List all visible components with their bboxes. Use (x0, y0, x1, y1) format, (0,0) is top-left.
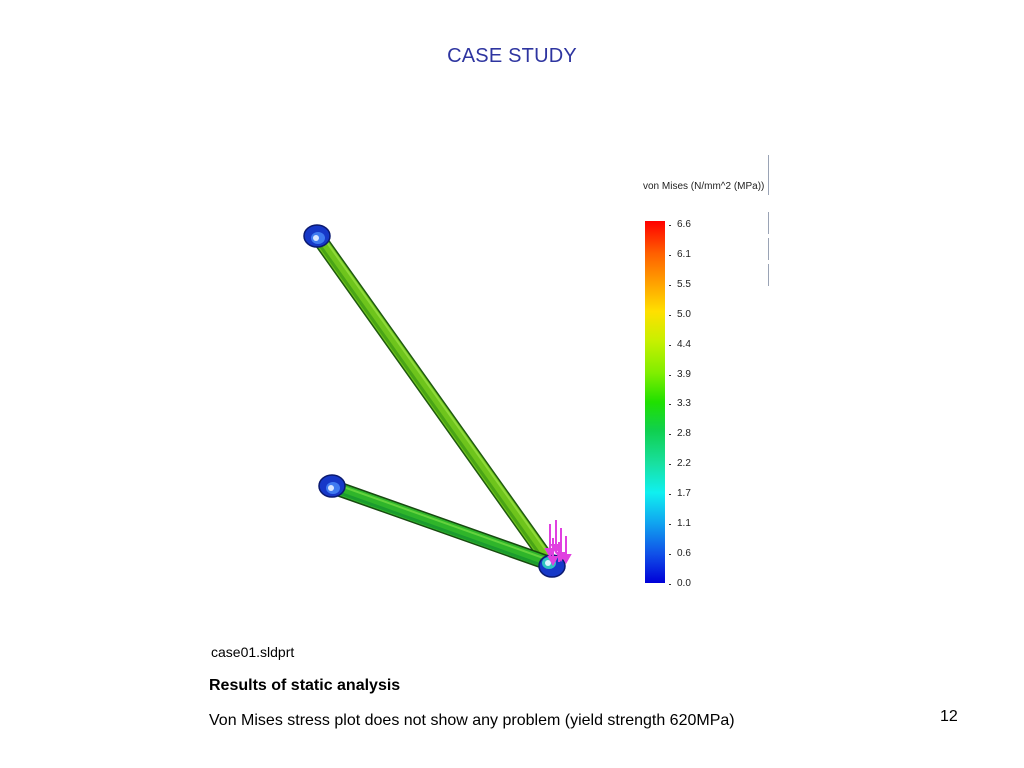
legend-tick (669, 554, 671, 555)
legend-tick (669, 584, 671, 585)
long-link (310, 229, 558, 571)
legend-tick-label: 1.7 (677, 488, 691, 499)
legend-tick-label: 2.2 (677, 458, 691, 469)
legend-tick (669, 255, 671, 256)
legend-tick-label: 0.6 (677, 548, 691, 559)
legend-tick-label: 0.0 (677, 578, 691, 589)
legend-tick (669, 345, 671, 346)
legend-tick-label: 6.1 (677, 249, 691, 260)
short-link (325, 479, 556, 571)
page-number: 12 (940, 708, 958, 725)
file-name: case01.sldprt (211, 644, 295, 660)
legend-tick-label: 1.1 (677, 518, 691, 529)
legend-tick (669, 464, 671, 465)
legend-tick (669, 494, 671, 495)
stress-colorbar (645, 221, 665, 583)
legend-tick (669, 434, 671, 435)
legend-tick (669, 524, 671, 525)
legend-tick (669, 375, 671, 376)
legend-tick-label: 5.5 (677, 279, 691, 290)
legend-tick-label: 2.8 (677, 428, 691, 439)
legend-tick-label: 4.4 (677, 339, 691, 350)
legend-frame-edge (768, 155, 769, 195)
legend-tick (669, 315, 671, 316)
legend-frame-edge (768, 264, 769, 286)
legend-frame-edge (768, 212, 769, 234)
middle-pivot-joint (318, 474, 346, 498)
load-arrows (544, 520, 572, 567)
legend-tick-label: 6.6 (677, 219, 691, 230)
results-heading: Results of static analysis (209, 677, 401, 694)
legend-frame-edge (768, 238, 769, 260)
legend-tick-label: 5.0 (677, 309, 691, 320)
legend-tick-label: 3.3 (677, 398, 691, 409)
slide-title: CASE STUDY (447, 45, 577, 67)
legend-tick (669, 404, 671, 405)
legend-tick (669, 285, 671, 286)
legend-tick (669, 225, 671, 226)
legend-tick-label: 3.9 (677, 369, 691, 380)
results-description: Von Mises stress plot does not show any … (209, 712, 735, 729)
legend-title: von Mises (N/mm^2 (MPa)) (643, 181, 765, 192)
top-pivot-joint (303, 224, 331, 248)
